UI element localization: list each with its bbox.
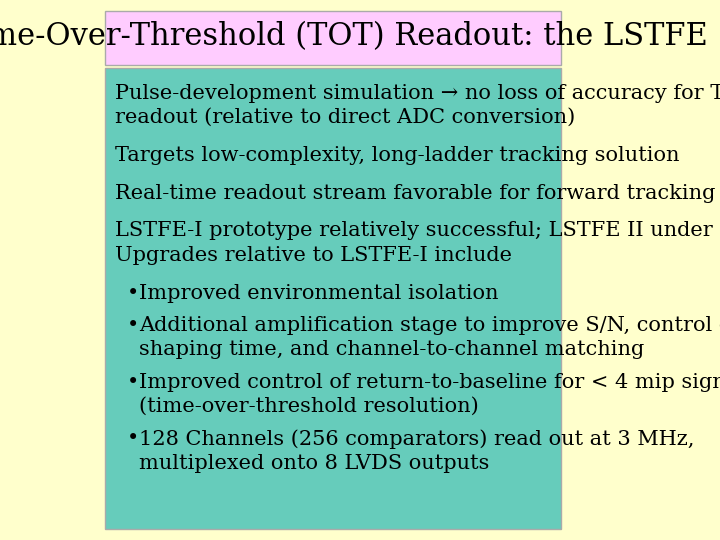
Text: Improved control of return-to-baseline for < 4 mip signals: Improved control of return-to-baseline f…: [139, 373, 720, 392]
Text: •: •: [127, 429, 139, 448]
Text: Targets low-complexity, long-ladder tracking solution: Targets low-complexity, long-ladder trac…: [115, 146, 680, 165]
Text: LSTFE-I prototype relatively successful; LSTFE II under testing.: LSTFE-I prototype relatively successful;…: [115, 221, 720, 240]
Text: shaping time, and channel-to-channel matching: shaping time, and channel-to-channel mat…: [139, 340, 644, 359]
Text: Time-Over-Threshold (TOT) Readout: the LSTFE: Time-Over-Threshold (TOT) Readout: the L…: [0, 21, 708, 52]
Text: (time-over-threshold resolution): (time-over-threshold resolution): [139, 397, 478, 416]
Text: •: •: [127, 316, 139, 335]
Text: Real-time readout stream favorable for forward tracking also: Real-time readout stream favorable for f…: [115, 184, 720, 202]
Text: multiplexed onto 8 LVDS outputs: multiplexed onto 8 LVDS outputs: [139, 454, 489, 472]
Text: •: •: [127, 284, 139, 302]
Text: Pulse-development simulation → no loss of accuracy for TOT: Pulse-development simulation → no loss o…: [115, 84, 720, 103]
Text: •: •: [127, 373, 139, 392]
Text: Additional amplification stage to improve S/N, control of: Additional amplification stage to improv…: [139, 316, 720, 335]
FancyBboxPatch shape: [105, 68, 561, 529]
Text: 128 Channels (256 comparators) read out at 3 MHz,: 128 Channels (256 comparators) read out …: [139, 429, 694, 449]
Text: readout (relative to direct ADC conversion): readout (relative to direct ADC conversi…: [115, 108, 575, 127]
FancyBboxPatch shape: [105, 11, 561, 65]
Text: Upgrades relative to LSTFE-I include: Upgrades relative to LSTFE-I include: [115, 246, 512, 265]
Text: Improved environmental isolation: Improved environmental isolation: [139, 284, 498, 302]
